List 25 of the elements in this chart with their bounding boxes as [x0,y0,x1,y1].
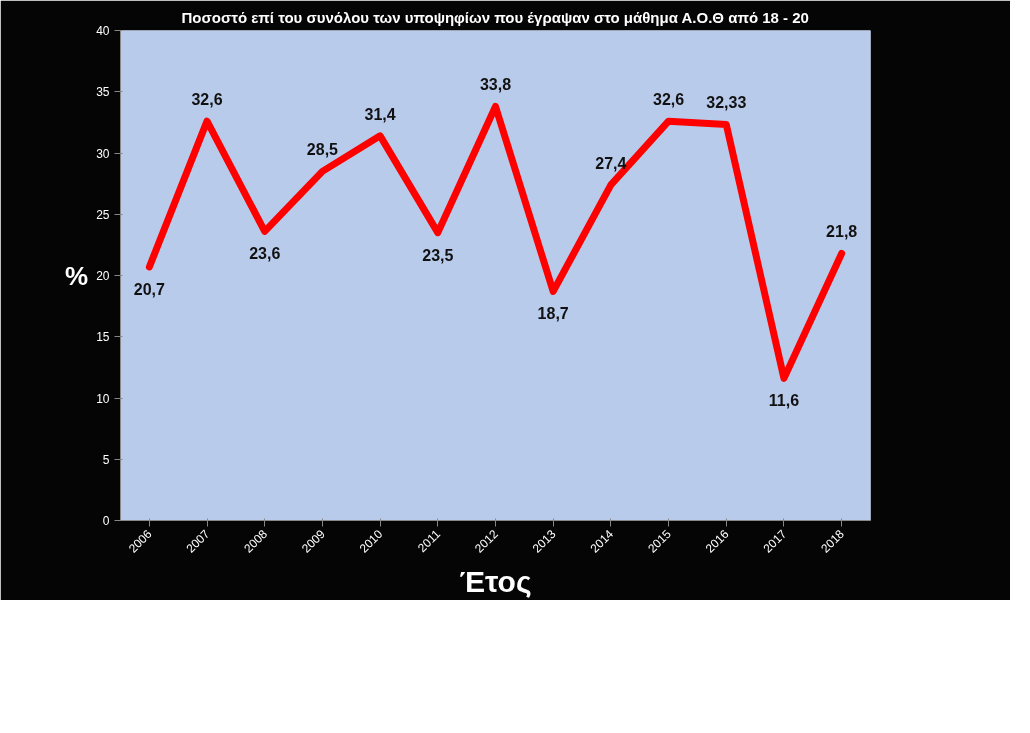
y-tick-label: 25 [96,207,110,222]
data-label: 31,4 [364,105,396,123]
data-label: 32,33 [706,94,747,112]
data-label: 20,7 [133,280,166,298]
y-tick-label: 35 [96,85,110,100]
chart-title: Ποσοστό επί του συνόλου των υποψηφίων που έγραψαν στο μάθημα Α.Ο.Θ από 18 - 20 [181,8,809,26]
data-label: 28,5 [306,141,339,159]
data-label: 32,6 [191,91,223,109]
y-tick-label: 5 [102,452,110,467]
y-tick-label: 0 [102,514,110,528]
y-tick-label: 30 [96,146,110,161]
y-tick-label: 20 [96,269,110,283]
data-label: 23,6 [249,245,281,263]
data-label: 27,4 [595,154,627,172]
x-axis-title: Έτος [459,564,532,598]
y-tick-label: 40 [96,24,110,38]
data-label: 21,8 [826,223,858,241]
data-label: 33,8 [479,76,512,94]
y-axis-title: % [65,260,89,291]
data-label: 11,6 [768,392,800,410]
data-label: 18,7 [537,305,569,323]
y-tick-label: 15 [96,330,110,345]
data-label: 32,6 [653,91,685,109]
y-tick-label: 10 [96,391,110,406]
data-label: 23,5 [422,246,454,264]
